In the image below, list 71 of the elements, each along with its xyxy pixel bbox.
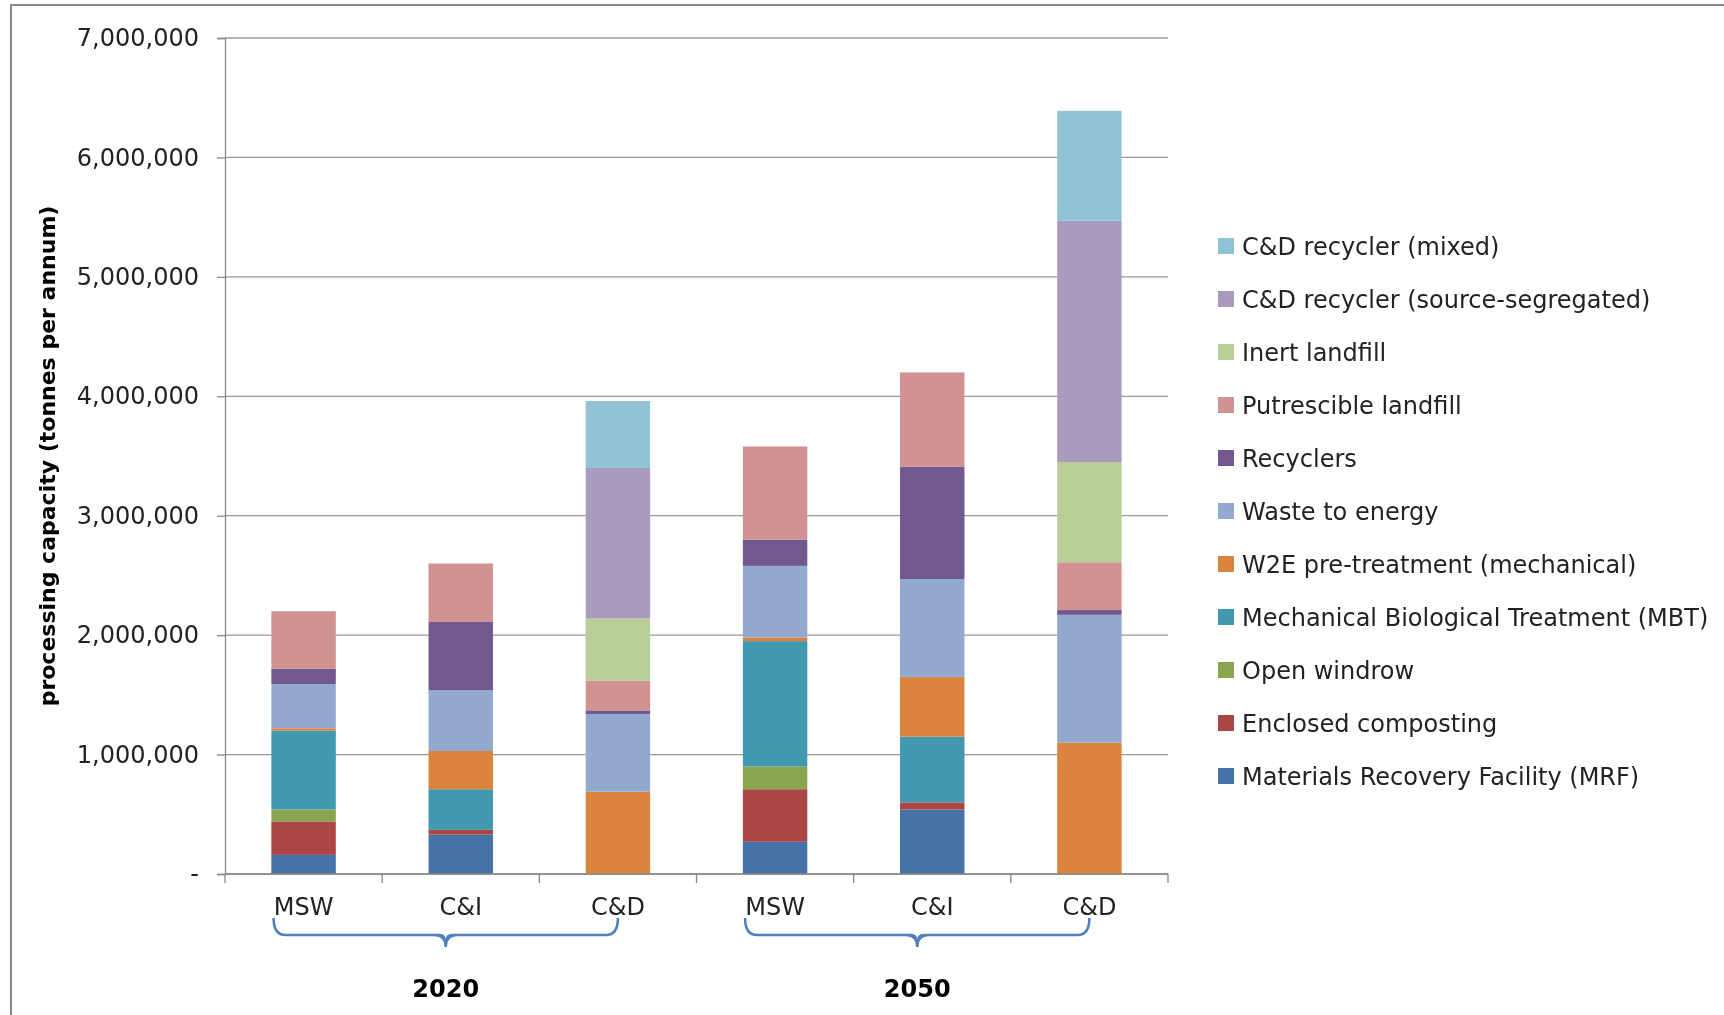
bar [585,710,651,714]
bar [1057,614,1122,743]
bar [271,730,336,810]
legend-label: Waste to energy [1242,498,1439,527]
y-tick-label: - [190,860,199,889]
text: 2050 [883,975,951,1003]
bar [900,466,965,580]
bar [585,467,651,619]
legend-label: Putrescible landfill [1242,392,1462,421]
legend-label: W2E pre-treatment (mechanical) [1242,551,1637,580]
bar [271,728,336,731]
bar [428,690,493,751]
bar [742,539,808,566]
legend-label: Inert landfill [1242,339,1387,368]
y-tick-label: 7,000,000 [76,24,199,53]
bar [742,841,808,874]
bar [1057,562,1122,611]
text: 2020 [412,975,480,1003]
legend-label: Enclosed composting [1242,710,1498,739]
bar [585,713,651,792]
bar [1057,220,1122,462]
bar [585,401,651,468]
bar [900,809,965,874]
bar [742,766,808,790]
bar [742,565,808,638]
y-tick-label: 4,000,000 [76,382,199,411]
bar [585,680,651,711]
x-tick-label: C&D [590,893,645,922]
x-tick-label: C&D [1062,893,1117,922]
legend-label: Open windrow [1242,657,1415,686]
bar [900,676,965,737]
bar [585,618,651,681]
y-tick-label: 3,000,000 [76,501,199,530]
bar [271,611,336,669]
legend-label: Materials Recovery Facility (MRF) [1242,763,1640,792]
bar [1057,110,1122,221]
bar [742,641,808,767]
bar [585,791,651,874]
legend-label: Mechanical Biological Treatment (MBT) [1242,604,1709,633]
legend-label: Recyclers [1242,445,1357,474]
bar [428,563,493,623]
legend-label: C&D recycler (mixed) [1242,233,1500,262]
bar [271,668,336,685]
x-tick-label: MSW [273,893,334,922]
bar [271,684,336,729]
bar [900,372,965,467]
bar [1057,742,1122,874]
bar [428,622,493,691]
y-axis-title: processing capacity (tonnes per annum) [35,205,60,707]
x-tick-label: MSW [745,893,805,922]
bar [1057,610,1122,615]
bar [428,789,493,830]
bar [742,446,808,540]
bar [271,854,336,874]
bar [428,829,493,835]
bar [271,809,336,822]
bar [1057,461,1122,563]
y-tick-label: 6,000,000 [76,143,199,172]
bar [900,579,965,677]
bar [900,736,965,803]
bar [428,750,493,790]
x-tick-label: C&I [439,893,483,922]
x-tick-label: C&I [910,893,954,922]
y-tick-label: 1,000,000 [76,740,199,769]
bar [900,802,965,810]
bar [428,834,493,874]
y-tick-label: 2,000,000 [76,621,199,650]
bar [271,821,336,855]
y-tick-label: 5,000,000 [76,263,199,292]
bar [742,789,808,842]
legend-label: C&D recycler (source-segregated) [1242,286,1651,315]
